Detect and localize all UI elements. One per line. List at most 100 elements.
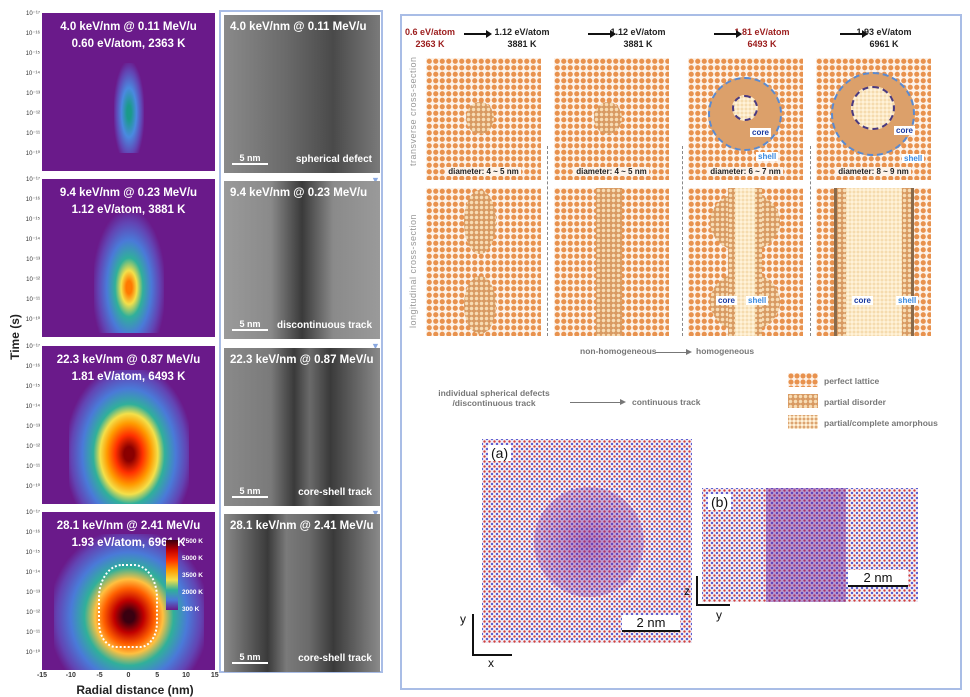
y-tick-label: 10⁻¹⁰ (25, 650, 40, 656)
colorbar-label: 300 K (182, 606, 200, 613)
y-tick-label: 10⁻¹⁵ (25, 51, 40, 57)
header-temp: 6493 K (747, 39, 777, 49)
non-homogeneous-label: non-homogeneous (580, 346, 657, 356)
schematic-panel: transverse cross-section longitudinal cr… (400, 14, 962, 690)
track-from-label: individual spherical defects /discontinu… (424, 388, 564, 408)
y-tick-label: 10⁻¹⁰ (25, 484, 40, 490)
tem-image: 22.3 keV/nm @ 0.87 MeV/u 5 nm core-shell t… (224, 348, 380, 506)
header-energy: 1.12 eV/atom (494, 27, 550, 37)
legend-swatch-perfect (788, 373, 818, 387)
tem-title: 22.3 keV/nm @ 0.87 MeV/u (230, 354, 374, 366)
axis-y-a: y (460, 612, 466, 626)
shell-label: shell (896, 296, 919, 305)
row-label-transverse: transverse cross-section (408, 56, 418, 166)
x-tick-label: -10 (65, 672, 76, 679)
heatmap-panel: 9.4 keV/nm @ 0.23 MeV/u 1.12 eV/atom, 388… (42, 179, 215, 337)
legend-swatch-amorphous (788, 415, 818, 429)
heatmap-panel: 28.1 keV/nm @ 2.41 MeV/u 1.93 eV/atom, 69… (42, 512, 215, 670)
longitudinal-lattice (554, 188, 669, 336)
y-tick-label: 10⁻¹³ (26, 590, 40, 596)
temperature-field (68, 370, 189, 504)
header-energy: 1.12 eV/atom (610, 27, 666, 37)
scale-bar: 5 nm (232, 486, 268, 498)
md-snapshot-b: (b) 2 nm (702, 488, 918, 602)
x-tick-label: -5 (96, 672, 103, 679)
heatmap-title-line2: 1.12 eV/atom, 3881 K (71, 204, 186, 216)
heatmap-title-line2: 0.60 eV/atom, 2363 K (71, 38, 186, 50)
colorbar-label: 3500 K (182, 572, 203, 579)
longitudinal-lattice (426, 188, 541, 336)
homogeneous-label: homogeneous (696, 346, 755, 356)
tem-column: 4.0 keV/nm @ 0.11 MeV/u 5 nm spherical def… (219, 10, 383, 673)
colorbar-label: 7500 K (182, 538, 203, 545)
axis-z-b: z (684, 584, 690, 598)
md-snapshot-a: (a) 2 nm (482, 439, 692, 643)
tem-title: 28.1 keV/nm @ 2.41 MeV/u (230, 520, 374, 532)
transverse-lattice: diameter: 4 ~ 5 nm (554, 58, 669, 180)
heatmap-title-line2: 1.81 eV/atom, 6493 K (71, 371, 186, 383)
y-tick-label: 10⁻¹² (26, 111, 40, 117)
down-arrow-icon: ▼ (371, 175, 380, 185)
core-label: core (894, 126, 915, 135)
header-energy: 1.81 eV/atom (734, 27, 790, 37)
legend-perfect: perfect lattice (824, 376, 880, 386)
tem-image: 28.1 keV/nm @ 2.41 MeV/u 5 nm core-shell t… (224, 514, 380, 672)
energy-header: 1.93 eV/atom 6961 K (844, 26, 924, 50)
y-tick-label: 10⁻¹² (26, 444, 40, 450)
axis-arrow (472, 614, 474, 656)
core (846, 188, 902, 336)
transverse-lattice: core shell diameter: 6 ~ 7 nm (688, 58, 803, 180)
diameter-text: diameter: 4 ~ 5 nm (446, 167, 521, 176)
spherical-defect (466, 102, 494, 134)
scale-bar: 5 nm (232, 153, 268, 165)
x-tick-label: 10 (182, 672, 190, 679)
diameter-label: diameter: 4 ~ 5 nm (426, 167, 541, 176)
y-tick-label: 10⁻¹⁰ (25, 317, 40, 323)
shell-label: shell (756, 152, 779, 161)
y-tick-label: 10⁻¹³ (26, 257, 40, 263)
colorbar-label: 5000 K (182, 555, 203, 562)
diameter-label: diameter: 8 ~ 9 nm (816, 167, 931, 176)
legend-disorder: partial disorder (824, 397, 886, 407)
scale-bar: 5 nm (232, 652, 268, 664)
y-tick-label: 10⁻¹⁷ (25, 510, 40, 516)
core-label: core (750, 128, 771, 137)
divider (810, 146, 811, 336)
heatmap-title: 28.1 keV/nm @ 2.41 MeV/u 1.93 eV/atom, 69… (42, 518, 215, 552)
y-tick-label: 10⁻¹⁷ (25, 11, 40, 17)
heatmap-title: 22.3 keV/nm @ 0.87 MeV/u 1.81 eV/atom, 64… (42, 352, 215, 386)
heatmap-title: 4.0 keV/nm @ 0.11 MeV/u 0.60 eV/atom, 236… (42, 19, 215, 53)
longitudinal-lattice: core shell (688, 188, 803, 336)
tem-image: 9.4 keV/nm @ 0.23 MeV/u 5 nm discontinuous… (224, 181, 380, 339)
disordered-region (534, 487, 644, 597)
energy-header: 1.81 eV/atom 6493 K (722, 26, 802, 50)
y-tick-label: 10⁻¹³ (26, 424, 40, 430)
energy-header: 1.12 eV/atom 3881 K (482, 26, 562, 50)
track-from-line2: /discontinuous track (452, 398, 536, 408)
y-tick-label: 10⁻¹⁷ (25, 177, 40, 183)
y-tick-label: 10⁻¹⁵ (25, 550, 40, 556)
arrow (570, 399, 626, 405)
y-tick-label: 10⁻¹¹ (26, 297, 40, 303)
heatmap-title-line1: 22.3 keV/nm @ 0.87 MeV/u (56, 354, 201, 366)
core-region (851, 86, 895, 130)
header-temp: 3881 K (623, 39, 653, 49)
core-label: core (852, 296, 873, 305)
heatmap-title-line1: 28.1 keV/nm @ 2.41 MeV/u (56, 520, 201, 532)
y-tick-label: 10⁻¹⁵ (25, 217, 40, 223)
colorbar-label: 2000 K (182, 589, 203, 596)
core-region (732, 95, 758, 121)
label-a: (a) (488, 445, 512, 461)
shell-label: shell (746, 296, 769, 305)
axis-y-b: y (716, 608, 722, 622)
tem-image: 4.0 keV/nm @ 0.11 MeV/u 5 nm spherical def… (224, 15, 380, 173)
y-tick-label: 10⁻¹⁶ (25, 364, 40, 370)
y-tick-label: 10⁻¹⁷ (25, 344, 40, 350)
scale-bar-a: 2 nm (622, 615, 680, 632)
defect (464, 276, 496, 334)
row-label-longitudinal: longitudinal cross-section (408, 213, 418, 328)
legend-amorphous: partial/complete amorphous (824, 418, 938, 428)
axis-arrow (472, 654, 512, 656)
transverse-lattice: core shell diameter: 8 ~ 9 nm (816, 58, 931, 180)
legend-swatch-disorder (788, 394, 818, 408)
